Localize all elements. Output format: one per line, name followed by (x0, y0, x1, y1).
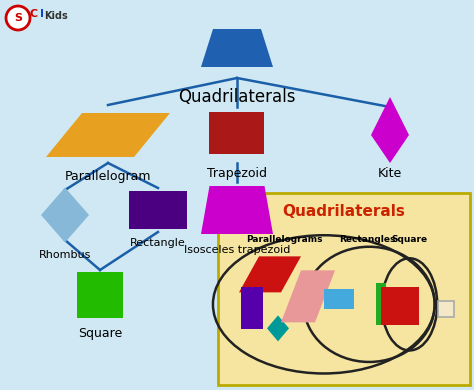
Bar (218, 193, 470, 385)
Text: I: I (40, 9, 44, 19)
Text: Parallelograms: Parallelograms (246, 235, 322, 244)
Text: Quadrilaterals: Quadrilaterals (283, 204, 405, 218)
Polygon shape (41, 188, 89, 243)
Bar (77, 272, 123, 318)
Text: Kite: Kite (378, 167, 402, 180)
Text: Rectangle: Rectangle (130, 238, 186, 248)
Polygon shape (201, 29, 273, 67)
Polygon shape (371, 97, 409, 163)
Bar (381, 287, 419, 325)
Text: Isosceles trapezoid: Isosceles trapezoid (184, 245, 290, 255)
Text: Parallelogram: Parallelogram (65, 170, 151, 183)
Polygon shape (239, 256, 301, 292)
Polygon shape (46, 113, 170, 157)
Text: Square: Square (392, 235, 428, 244)
Polygon shape (201, 186, 273, 234)
Text: Kids: Kids (44, 11, 68, 21)
Text: Rectangles: Rectangles (339, 235, 396, 244)
Text: S: S (14, 13, 22, 23)
Bar (324, 289, 354, 309)
Bar (376, 284, 386, 325)
Polygon shape (281, 270, 335, 323)
Text: Rhombus: Rhombus (39, 250, 91, 260)
Bar (129, 191, 187, 229)
Bar (210, 112, 264, 154)
Text: Trapezoid: Trapezoid (207, 167, 267, 180)
Text: Square: Square (78, 327, 122, 340)
Text: Quadrilaterals: Quadrilaterals (178, 88, 296, 106)
Bar (241, 287, 263, 330)
Bar (438, 301, 454, 317)
Circle shape (6, 6, 30, 30)
Text: C: C (30, 9, 38, 19)
Polygon shape (267, 316, 289, 341)
